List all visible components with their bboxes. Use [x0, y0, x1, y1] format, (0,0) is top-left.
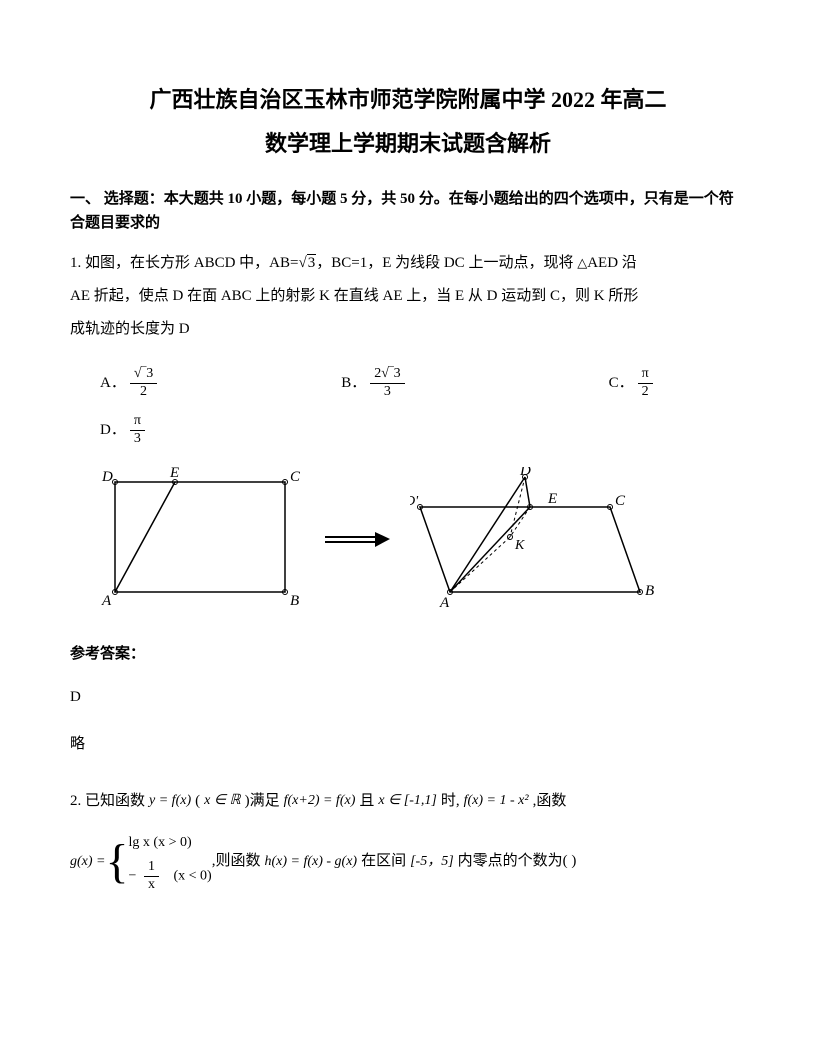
sqrt-value: 3: [307, 254, 317, 271]
option-d-label: D．: [100, 417, 126, 444]
q2-line1: 2. 已知函数 y = f(x) ( x ∈ ℝ )满足 f(x+2) = f(…: [70, 782, 746, 820]
label-b: B: [645, 583, 654, 599]
page-title-line2: 数学理上学期期末试题含解析: [70, 124, 746, 164]
option-c-fraction: π 2: [638, 366, 653, 401]
q2-line2: g(x) = { lg x (x > 0) − 1x (x < 0) ,则函数 …: [70, 820, 746, 904]
option-d-fraction: π 3: [130, 413, 145, 448]
label-a: A: [101, 593, 112, 607]
frac-num: 2‾3: [370, 366, 404, 384]
section-header: 一、 选择题：本大题共 10 小题，每小题 5 分，共 50 分。在每小题给出的…: [70, 187, 746, 235]
frac-den: 2: [638, 384, 653, 401]
option-b-label: B．: [341, 370, 366, 397]
option-c: C． π 2: [609, 366, 657, 401]
option-a-fraction: ‾3 2: [130, 366, 157, 401]
math-expr: f(x) = 1 - x²: [460, 782, 533, 820]
frac-num: 1: [144, 859, 159, 877]
label-c: C: [290, 469, 300, 485]
piece-rows: lg x (x > 0) − 1x (x < 0): [129, 828, 212, 896]
label-d: D: [519, 467, 531, 479]
frac-den: 3: [380, 384, 395, 401]
frac-den: 3: [130, 431, 145, 448]
q1-text-3: AED 沿: [587, 255, 637, 271]
diagrams-row: D E C A B D D' E: [90, 467, 746, 617]
label-k: K: [514, 538, 525, 553]
label-d: D: [101, 469, 113, 485]
label-e: E: [169, 467, 179, 481]
q1-text-line3: 成轨迹的长度为 D: [70, 321, 190, 337]
label-c: C: [615, 493, 626, 509]
answer-value: D: [70, 684, 746, 711]
label-b: B: [290, 593, 299, 607]
option-b-fraction: 2‾3 3: [370, 366, 404, 401]
folded-diagram: D D' E C A B K: [410, 467, 670, 607]
piece-row-1: lg x (x > 0): [129, 828, 212, 857]
option-b: B． 2‾3 3: [341, 366, 408, 401]
q2-text: 且: [359, 783, 374, 819]
frac-num: ‾3: [130, 366, 157, 384]
rectangle-diagram: D E C A B: [90, 467, 300, 607]
page-title-line1: 广西壮族自治区玉林市师范学院附属中学 2022 年高二: [70, 80, 746, 120]
q2-text: ,则函数: [212, 848, 261, 875]
answer-abbr: 略: [70, 731, 746, 758]
math-expr: y = f(x): [145, 782, 195, 820]
math-expr: x ∈ [-1,1]: [374, 782, 440, 820]
brace-icon: {: [106, 843, 129, 881]
question-2: 2. 已知函数 y = f(x) ( x ∈ ℝ )满足 f(x+2) = f(…: [70, 782, 746, 903]
diagram-right: D D' E C A B K: [410, 467, 670, 617]
option-a: A． ‾3 2: [100, 366, 161, 401]
math-expr: x ∈ ℝ: [200, 782, 245, 820]
q2-text: 时,: [441, 783, 460, 819]
q1-text-line2: AE 折起，使点 D 在面 ABC 上的射影 K 在直线 AE 上，当 E 从 …: [70, 288, 638, 304]
label-dp: D': [410, 494, 419, 509]
q2-text: ,函数: [533, 783, 567, 819]
q2-prefix: 2. 已知函数: [70, 783, 145, 819]
math-expr: [-5，5]: [406, 847, 458, 876]
frac-num: π: [638, 366, 653, 384]
math-expr: f(x+2) = f(x): [280, 782, 360, 820]
option-c-label: C．: [609, 370, 634, 397]
sqrt-icon: 3: [298, 247, 316, 280]
arrow-icon: [320, 522, 390, 562]
label-e: E: [547, 491, 557, 507]
options-row-1: A． ‾3 2 B． 2‾3 3 C． π 2: [70, 366, 746, 401]
q1-text-2: ，BC=1，E 为线段 DC 上一动点，现将: [316, 255, 573, 271]
piece-row-2: − 1x (x < 0): [129, 857, 212, 896]
q2-text: )满足: [245, 783, 280, 819]
gx-label: g(x) =: [70, 849, 106, 874]
option-a-label: A．: [100, 370, 126, 397]
frac-den: x: [144, 877, 159, 894]
math-expr: h(x) = f(x) - g(x): [260, 847, 361, 876]
frac-den: 2: [136, 384, 151, 401]
piece-fraction: 1x: [144, 859, 159, 894]
label-a: A: [439, 595, 450, 607]
question-1: 1. 如图，在长方形 ABCD 中，AB= 3，BC=1，E 为线段 DC 上一动…: [70, 247, 746, 346]
q2-text: 在区间: [361, 848, 406, 875]
diagram-left: D E C A B: [90, 467, 300, 617]
frac-num: π: [130, 413, 145, 431]
answer-label: 参考答案：: [70, 641, 746, 668]
piecewise-function: { lg x (x > 0) − 1x (x < 0): [106, 828, 212, 896]
q2-text: 内零点的个数为( ): [458, 848, 577, 875]
q1-text-1: 1. 如图，在长方形 ABCD 中，AB=: [70, 255, 298, 271]
option-d: D． π 3: [100, 413, 746, 448]
piece-cond: (x < 0): [173, 869, 211, 884]
triangle-icon: △: [577, 249, 587, 278]
